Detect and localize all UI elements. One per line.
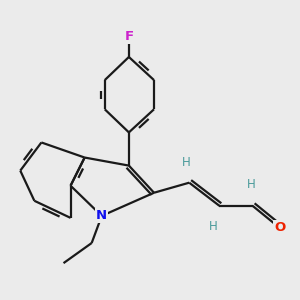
- Text: H: H: [247, 178, 256, 191]
- Text: F: F: [124, 30, 134, 44]
- Text: O: O: [274, 221, 285, 234]
- Text: N: N: [96, 209, 107, 222]
- Text: H: H: [182, 156, 190, 169]
- Text: H: H: [209, 220, 218, 233]
